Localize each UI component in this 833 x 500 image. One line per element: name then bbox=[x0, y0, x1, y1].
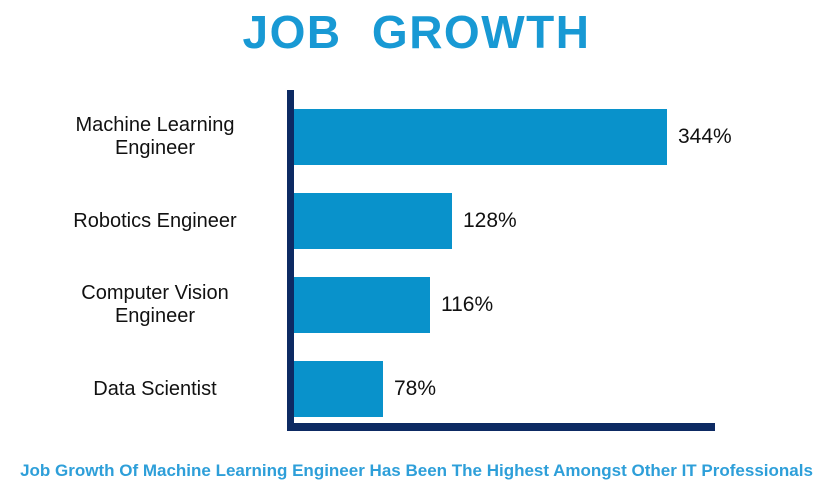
chart-title: JOB GROWTH bbox=[242, 6, 591, 58]
category-label: Robotics Engineer bbox=[73, 209, 237, 232]
bar bbox=[294, 193, 452, 249]
value-label: 128% bbox=[463, 209, 517, 232]
category-label: Data Scientist bbox=[93, 377, 217, 400]
bar bbox=[294, 361, 383, 417]
x-axis-line bbox=[287, 423, 715, 431]
value-label: 116% bbox=[441, 293, 494, 316]
y-axis-line bbox=[287, 90, 294, 431]
category-label: Computer Vision Engineer bbox=[81, 282, 229, 327]
chart-caption: Job Growth Of Machine Learning Engineer … bbox=[20, 461, 813, 480]
bar bbox=[294, 277, 430, 333]
value-label: 344% bbox=[678, 125, 732, 148]
bar bbox=[294, 109, 667, 165]
value-label: 78% bbox=[394, 377, 437, 400]
category-label: Machine Learning Engineer bbox=[75, 114, 235, 159]
